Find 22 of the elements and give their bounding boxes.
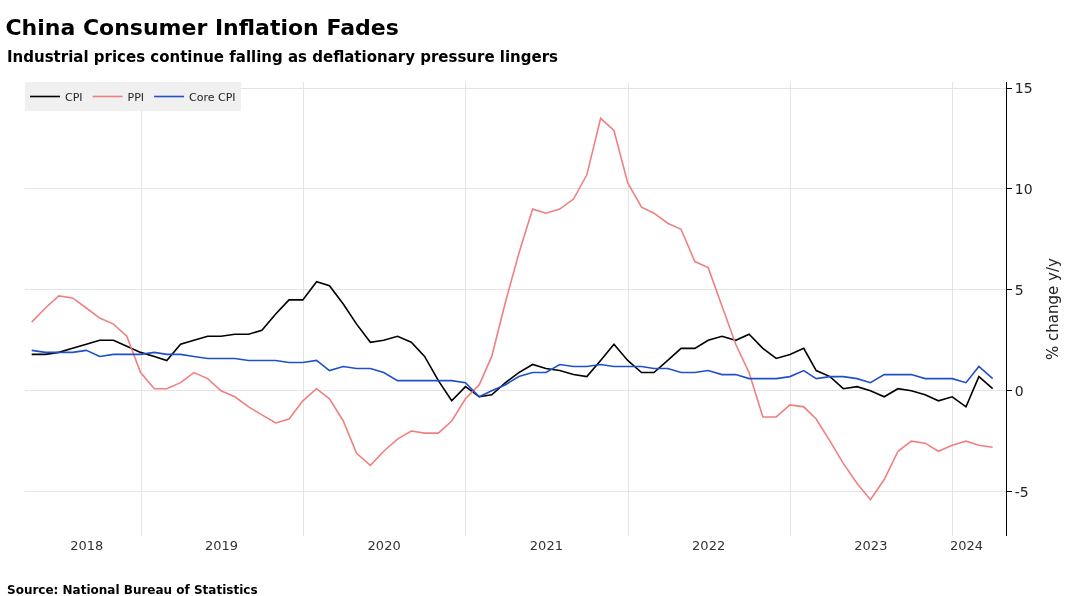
chart-subtitle: Industrial prices continue falling as deflationary pressure lingers (7, 48, 559, 66)
y-tick-label: 10 (1014, 180, 1033, 197)
x-tick-label: 2021 (529, 538, 563, 553)
x-tick-label: 2023 (854, 538, 888, 553)
line-series (30, 349, 994, 398)
x-tick-label: 2024 (949, 538, 983, 553)
x-tick-label: 2022 (692, 538, 726, 553)
y-tick-label: 15 (1014, 79, 1033, 96)
y-tick-label: 0 (1014, 382, 1024, 399)
x-tick-label: 2018 (70, 538, 104, 553)
x-tick-label: 2019 (204, 538, 239, 553)
legend-label: Core CPI (189, 90, 236, 104)
line-series (30, 280, 994, 408)
y-tick-label: -5 (1014, 483, 1029, 500)
y-tick-label: 5 (1014, 281, 1024, 298)
legend-label: CPI (65, 90, 83, 104)
legend-label: PPI (127, 90, 145, 104)
source-note: Source: National Bureau of Statistics (7, 583, 258, 596)
x-tick-label: 2020 (367, 538, 401, 553)
chart-title: China Consumer Inflation Fades (5, 14, 399, 40)
y-axis-title: % change y/y (1043, 257, 1062, 360)
line-series (30, 117, 994, 501)
